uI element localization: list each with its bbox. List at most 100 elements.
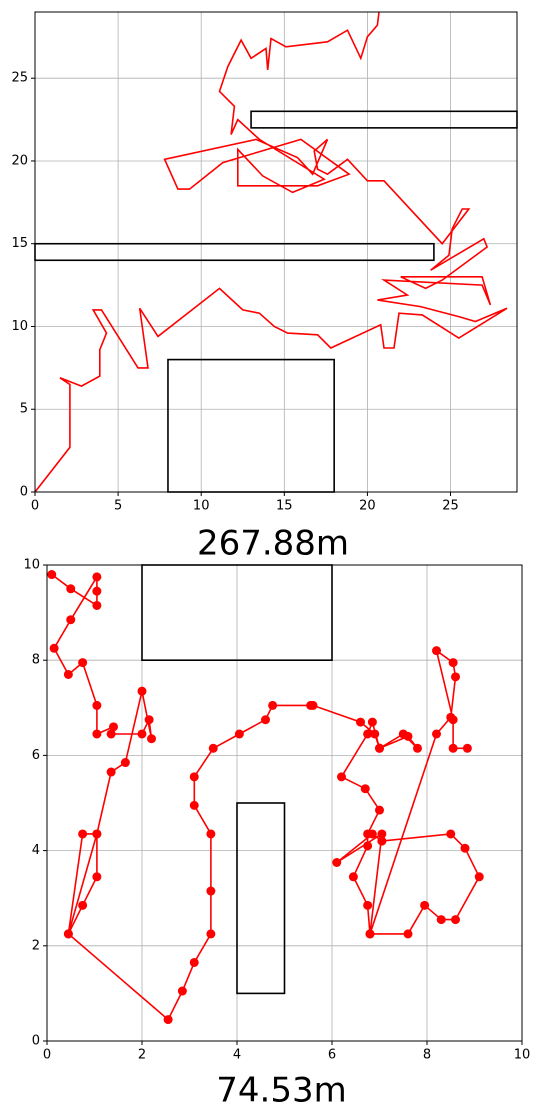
- path-point: [413, 743, 422, 753]
- path-point: [308, 700, 318, 710]
- x-tick-label: 10: [514, 1048, 531, 1063]
- x-axis-label: 267.88m: [197, 524, 349, 564]
- path-point: [363, 900, 373, 910]
- path-point: [367, 717, 377, 727]
- obstacle: [236, 802, 286, 995]
- path-point: [92, 572, 102, 582]
- path-point: [106, 729, 116, 739]
- path-point: [261, 715, 270, 725]
- y-tick-label: 25: [11, 71, 28, 86]
- path-point: [92, 829, 102, 839]
- path-point: [363, 841, 373, 851]
- path-point: [189, 800, 199, 810]
- path-point: [365, 929, 375, 939]
- x-tick-label: 5: [114, 499, 122, 514]
- path-point: [137, 729, 147, 739]
- axes-frame: [34, 11, 518, 493]
- path-point: [377, 836, 387, 846]
- y-tick-label: 20: [11, 153, 28, 168]
- path-point: [189, 957, 199, 967]
- path-point: [432, 646, 441, 656]
- path-point: [92, 700, 102, 710]
- path-point: [66, 615, 76, 625]
- y-tick-label: 2: [32, 938, 40, 953]
- x-tick-label: 2: [138, 1048, 146, 1063]
- path-point: [49, 643, 59, 653]
- path-point: [63, 929, 73, 939]
- path-point: [147, 734, 156, 744]
- path-point: [206, 929, 216, 939]
- path-point: [268, 700, 278, 710]
- x-tick-label: 15: [276, 499, 293, 514]
- path-point: [446, 829, 456, 839]
- path-point: [206, 829, 216, 839]
- path-point: [109, 722, 118, 732]
- y-tick-label: 15: [11, 236, 28, 251]
- x-tick-label: 4: [233, 1048, 241, 1063]
- path-point: [462, 743, 472, 753]
- path-point: [78, 829, 88, 839]
- path-point: [348, 872, 358, 882]
- path-point: [63, 669, 73, 679]
- y-tick-label: 4: [32, 843, 40, 858]
- path-point: [47, 570, 57, 580]
- path-line: [51, 573, 481, 1021]
- y-tick-label: 5: [20, 402, 28, 417]
- y-tick-label: 10: [23, 558, 40, 573]
- path-line: [34, 11, 508, 493]
- path-point: [144, 715, 154, 725]
- path-point: [474, 872, 484, 882]
- path-point: [177, 986, 187, 996]
- path-point: [375, 743, 384, 753]
- path-point: [360, 784, 370, 794]
- path-point: [78, 658, 88, 668]
- obstacle: [250, 110, 518, 129]
- path-point: [78, 900, 88, 910]
- path-point: [337, 772, 346, 782]
- path-point: [92, 586, 102, 596]
- path-point: [451, 672, 460, 682]
- path-point: [92, 600, 102, 610]
- path-point: [332, 858, 342, 867]
- path-point: [448, 743, 458, 753]
- path-point: [208, 743, 218, 753]
- y-tick-label: 0: [20, 485, 28, 500]
- obstacle: [34, 242, 435, 262]
- path-point: [92, 872, 102, 882]
- path-point: [367, 829, 377, 839]
- x-tick-label: 0: [43, 1048, 51, 1063]
- path-point: [448, 715, 458, 725]
- path-point: [106, 767, 116, 777]
- path-point: [234, 729, 244, 739]
- y-tick-label: 6: [32, 748, 40, 763]
- x-axis-label: 74.53m: [216, 1071, 346, 1111]
- path-point: [420, 900, 430, 910]
- path-point: [370, 729, 380, 739]
- path-point: [120, 758, 130, 768]
- path-point: [448, 658, 458, 668]
- y-tick-label: 0: [32, 1034, 40, 1049]
- path-point: [356, 717, 365, 727]
- path-point: [92, 729, 102, 739]
- x-tick-label: 0: [31, 499, 39, 514]
- path-point: [460, 843, 470, 853]
- path-point: [436, 915, 446, 925]
- x-tick-label: 8: [423, 1048, 431, 1063]
- x-tick-label: 20: [359, 499, 376, 514]
- path-point: [432, 729, 441, 739]
- path-point: [403, 731, 413, 741]
- y-tick-label: 8: [32, 653, 40, 668]
- path-point: [403, 929, 413, 939]
- y-tick-label: 10: [11, 319, 28, 334]
- path-point: [363, 729, 373, 739]
- path-point: [377, 829, 387, 839]
- path-point: [451, 915, 460, 925]
- obstacle: [167, 358, 335, 493]
- x-tick-label: 10: [193, 499, 210, 514]
- axes-frame: [46, 564, 523, 1042]
- path-point: [66, 584, 76, 594]
- path-point: [163, 1015, 173, 1025]
- path-point: [189, 772, 199, 782]
- x-tick-label: 6: [328, 1048, 336, 1063]
